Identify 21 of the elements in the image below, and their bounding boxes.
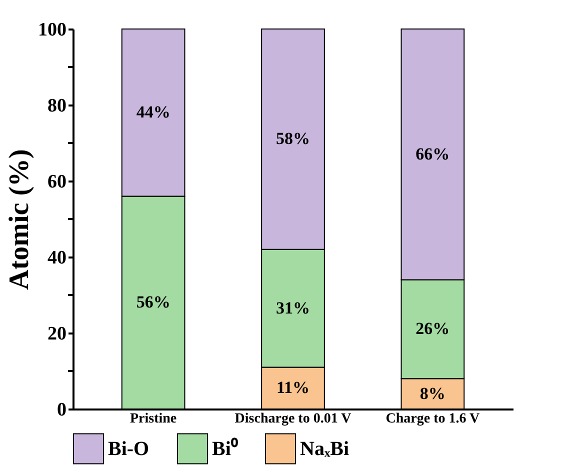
y-tick-label: 20 [48, 324, 66, 344]
y-tick-label: 40 [48, 248, 66, 268]
data-label: 66% [416, 144, 450, 164]
legend-label: NaₓBi [300, 438, 350, 460]
data-label: 11% [276, 378, 310, 398]
x-tick-label: Charge to 1.6 V [386, 412, 480, 426]
legend-label: Bi-O [108, 438, 150, 460]
x-tick-label: Pristine [130, 412, 177, 426]
data-label: 8% [420, 384, 446, 403]
data-label: 56% [136, 292, 170, 312]
legend-label: Bi⁰ [212, 436, 238, 460]
y-tick-label: 0 [57, 400, 66, 420]
data-label: 44% [136, 102, 170, 122]
x-tick-label: Discharge to 0.01 V [234, 412, 352, 426]
y-tick-label: 60 [48, 172, 66, 192]
data-label: 26% [416, 319, 450, 338]
y-axis-title: Atomic (%) [4, 149, 35, 290]
data-label: 31% [276, 298, 310, 318]
y-tick-label: 100 [38, 20, 66, 40]
y-tick-label: 80 [48, 96, 66, 116]
data-label: 58% [276, 129, 310, 148]
